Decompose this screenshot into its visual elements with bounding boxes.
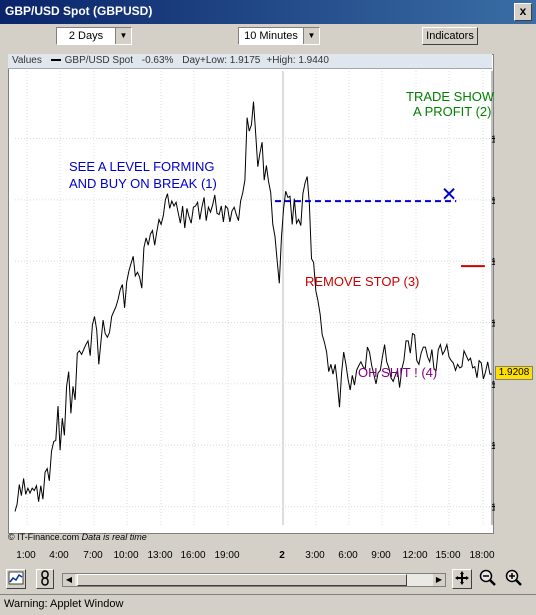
- y-tick-label: 1.92: [491, 380, 495, 391]
- title-bar: GBP/USD Spot (GBPUSD) x: [0, 0, 536, 24]
- day-high: +High: 1.9440: [266, 55, 329, 66]
- chart-area[interactable]: 1.91 1.915 1.92 1.925 1.93 1.935 1.94 SEE A LEV…: [8, 54, 494, 534]
- last-price-badge: 1.9208: [495, 366, 533, 380]
- x-tick-label: 4:00: [49, 550, 69, 561]
- y-tick-label: 1.925: [491, 319, 495, 330]
- annotation: OH SHIT ! (4): [358, 365, 437, 380]
- annotation: SEE A LEVEL FORMING: [69, 159, 214, 174]
- source-label: © IT-Finance.com: [8, 532, 79, 542]
- toolbar: 2 Days ▼ 10 Minutes ▼ Indicators: [0, 24, 536, 50]
- tool-row: ◀ ▶: [0, 566, 536, 592]
- y-tick-label: 1.91: [491, 503, 495, 514]
- time-scrollbar[interactable]: ◀ ▶: [62, 573, 446, 587]
- realtime-note: Data is real time: [82, 532, 147, 542]
- status-bar: Warning: Applet Window: [0, 594, 536, 615]
- change-value: -0.63%: [142, 55, 174, 66]
- legend-bar: Values GBP/USD Spot -0.63% Day+Low: 1.91…: [8, 54, 492, 69]
- x-tick-label: 13:00: [147, 550, 172, 561]
- x-tick-label: 6:00: [338, 550, 358, 561]
- x-tick-label: 10:00: [113, 550, 138, 561]
- close-button[interactable]: x: [514, 3, 532, 21]
- y-tick-label: 1.93: [491, 257, 495, 268]
- price-chart[interactable]: 1.91 1.915 1.92 1.925 1.93 1.935 1.94 SEE A LEV…: [9, 55, 495, 535]
- values-label: Values: [12, 55, 42, 66]
- scroll-left-icon[interactable]: ◀: [63, 574, 75, 586]
- annotation: A PROFIT (2): [413, 104, 492, 119]
- x-tick-label: 18:00: [469, 550, 494, 561]
- x-axis: 1:00 4:00 7:00 10:00 13:00 16:00 19:00 2 3:00 6:0…: [0, 546, 536, 564]
- interval-select[interactable]: 10 Minutes ▼: [238, 27, 320, 45]
- annotation: AND BUY ON BREAK (1): [69, 176, 217, 191]
- scroll-right-icon[interactable]: ▶: [433, 574, 445, 586]
- annotation: TRADE SHOWS: [406, 89, 495, 104]
- x-tick-label: 12:00: [402, 550, 427, 561]
- series-name: GBP/USD Spot: [65, 55, 133, 66]
- y-tick-label: 1.935: [491, 196, 495, 207]
- period-select[interactable]: 2 Days ▼: [56, 27, 132, 45]
- zoom-out-icon[interactable]: [478, 569, 498, 589]
- status-text: Warning: Applet Window: [4, 598, 123, 610]
- interval-select-value: 10 Minutes: [239, 30, 303, 42]
- chart-footer: © IT-Finance.com Data is real time: [8, 532, 492, 544]
- period-select-value: 2 Days: [57, 30, 115, 42]
- chevron-down-icon[interactable]: ▼: [115, 28, 131, 44]
- x-tick-label: 19:00: [214, 550, 239, 561]
- chevron-down-icon[interactable]: ▼: [303, 28, 319, 44]
- x-tick-label: 3:00: [305, 550, 325, 561]
- indicators-button[interactable]: Indicators: [422, 27, 478, 45]
- link-icon[interactable]: [36, 569, 54, 589]
- day-low: Day+Low: 1.9175: [182, 55, 260, 66]
- x-tick-label: 1:00: [16, 550, 36, 561]
- chart-type-icon[interactable]: [6, 569, 26, 589]
- y-tick-label: 1.915: [491, 441, 495, 452]
- scroll-thumb[interactable]: [77, 574, 407, 586]
- x-tick-label: 2: [279, 550, 285, 561]
- x-tick-label: 7:00: [83, 550, 103, 561]
- x-tick-label: 15:00: [435, 550, 460, 561]
- x-tick-label: 9:00: [371, 550, 391, 561]
- zoom-in-icon[interactable]: [504, 569, 524, 589]
- series-swatch: [51, 59, 61, 61]
- x-tick-label: 16:00: [180, 550, 205, 561]
- annotation: REMOVE STOP (3): [305, 274, 419, 289]
- window-title: GBP/USD Spot (GBPUSD): [5, 4, 152, 18]
- move-icon[interactable]: [452, 569, 472, 589]
- y-tick-label: 1.94: [491, 134, 495, 145]
